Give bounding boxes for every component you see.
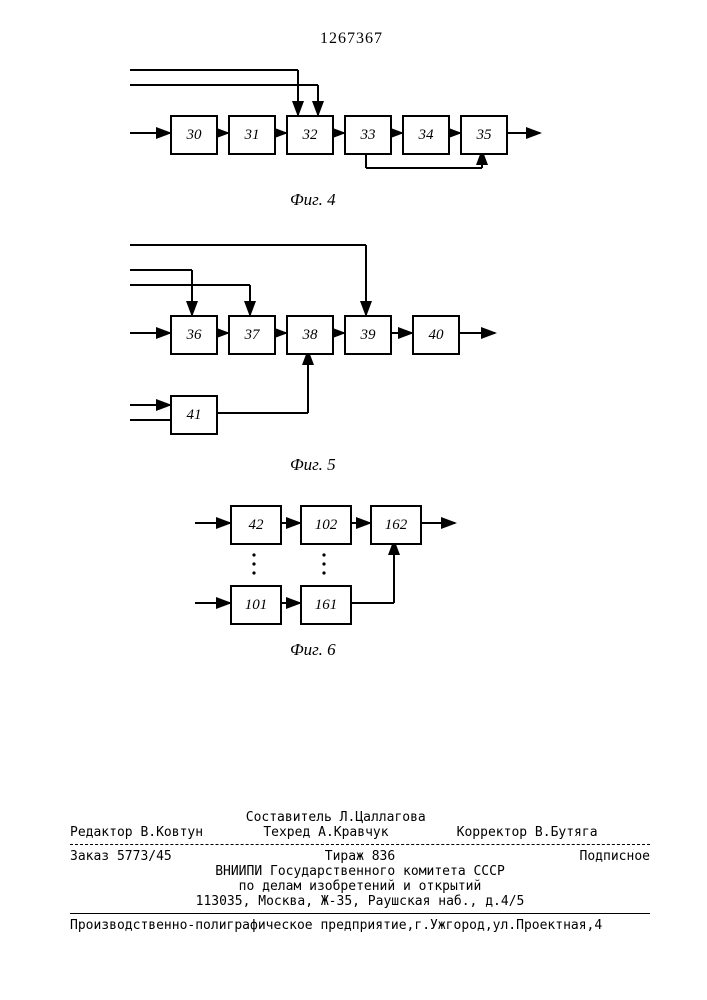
fig6-block-102: 102 xyxy=(300,505,352,545)
fig4-caption: Фиг. 4 xyxy=(290,190,336,210)
fig4-block-30: 30 xyxy=(170,115,218,155)
footer-subscription: Подписное xyxy=(457,849,650,864)
footer-line3: 113035, Москва, Ж-35, Раушская наб., д.4… xyxy=(70,894,650,909)
fig6-block-161: 161 xyxy=(300,585,352,625)
fig5-block-40: 40 xyxy=(412,315,460,355)
fig6-block-42: 42 xyxy=(230,505,282,545)
footer-techred: Техред А.Кравчук xyxy=(263,825,456,840)
fig5-block-36: 36 xyxy=(170,315,218,355)
fig4-block-31: 31 xyxy=(228,115,276,155)
fig5-caption: Фиг. 5 xyxy=(290,455,336,475)
page: 1267367 303132333435 Фиг. 4 363738394041… xyxy=(0,0,707,1000)
footer-line2: по делам изобретений и открытий xyxy=(70,879,650,894)
fig4-block-34: 34 xyxy=(402,115,450,155)
fig6-block-101: 101 xyxy=(230,585,282,625)
fig5-block-37: 37 xyxy=(228,315,276,355)
footer-corrector: Корректор В.Бутяга xyxy=(457,825,650,840)
footer-block: Составитель Л.Цаллагова Редактор В.Ковту… xyxy=(70,810,650,933)
fig4-block-33: 33 xyxy=(344,115,392,155)
footer-compiler: Составитель Л.Цаллагова xyxy=(246,810,474,825)
fig5-block-38: 38 xyxy=(286,315,334,355)
fig4-block-32: 32 xyxy=(286,115,334,155)
fig5-block-41: 41 xyxy=(170,395,218,435)
fig5-block-39: 39 xyxy=(344,315,392,355)
footer-tirage: Тираж 836 xyxy=(263,849,456,864)
fig6-caption: Фиг. 6 xyxy=(290,640,336,660)
fig4-block-35: 35 xyxy=(460,115,508,155)
footer-editor: Редактор В.Ковтун xyxy=(70,825,263,840)
footer-order: Заказ 5773/45 xyxy=(70,849,263,864)
footer-line4: Производственно-полиграфическое предприя… xyxy=(70,918,650,933)
footer-line1: ВНИИПИ Государственного комитета СССР xyxy=(70,864,650,879)
fig6-block-162: 162 xyxy=(370,505,422,545)
